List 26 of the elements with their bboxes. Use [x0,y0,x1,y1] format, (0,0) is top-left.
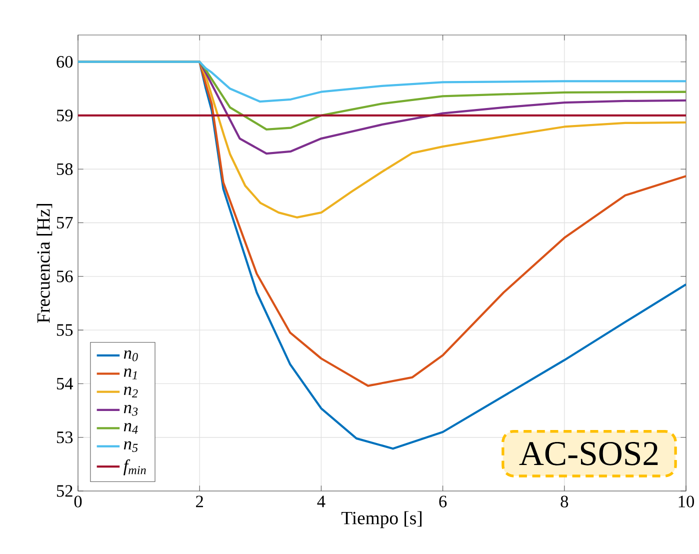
x-tick-label: 0 [74,496,82,508]
y-tick-label: 52 [56,485,72,497]
y-tick-label: 56 [56,270,73,282]
y-tick-label: 53 [56,432,73,444]
annotation: AC-SOS2 [519,442,658,466]
legend-label: n$_{1}$ [124,368,137,380]
y-axis-title: Frecuencia [Hz] [36,204,52,323]
x-tick-label: 2 [196,496,203,508]
legend-label: n$_{3}$ [124,404,138,416]
x-axis-title: Tiempo [s] [341,511,422,528]
legend-label: n$_{4}$ [124,423,138,434]
x-tick-label: 4 [317,496,326,508]
legend-label: n$_{5}$ [124,441,138,452]
y-tick-label: 59 [56,110,73,122]
x-tick-label: 8 [560,496,568,508]
line-series [78,60,686,103]
y-tick-label: 57 [56,217,73,229]
y-tick-label: 55 [56,324,73,336]
legend-label: f$_{min}$ [124,459,146,476]
y-tick-label: 60 [56,56,73,68]
x-tick-label: 10 [678,496,694,508]
y-tick-label: 54 [56,378,74,390]
legend-label: n$_{0}$ [124,350,138,362]
y-tick-label: 58 [56,163,73,175]
x-tick-label: 6 [439,496,447,508]
legend-label: n$_{2}$ [124,386,138,398]
